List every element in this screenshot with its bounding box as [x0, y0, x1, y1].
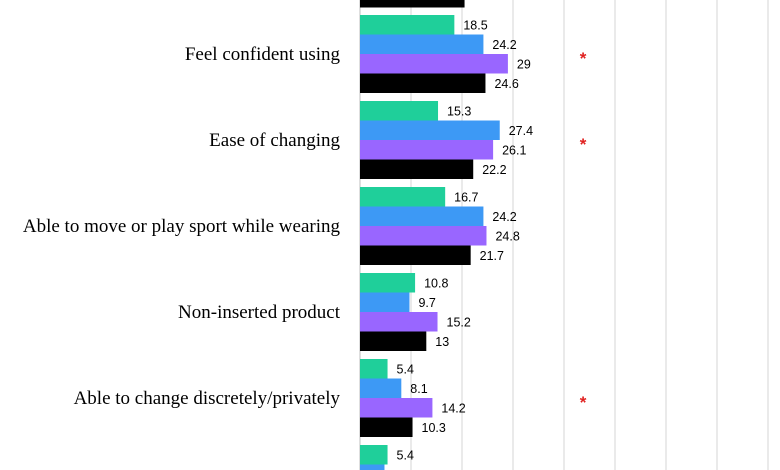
category-label: Able to move or play sport while wearing	[23, 216, 341, 237]
significance-marker: *	[580, 135, 587, 154]
data-label: 22.2	[482, 163, 506, 177]
bar	[360, 34, 484, 54]
bar	[360, 398, 433, 418]
bar	[360, 273, 416, 293]
data-label: 5.4	[397, 448, 414, 462]
data-label: 4.8	[393, 468, 410, 470]
data-label: 18.5	[463, 18, 487, 32]
bar	[360, 312, 438, 332]
data-label: 13	[435, 335, 449, 349]
data-label: 16.7	[454, 190, 478, 204]
data-label: 21.7	[480, 249, 504, 263]
data-label: 24.2	[492, 38, 516, 52]
bar	[360, 206, 484, 226]
bar	[360, 159, 474, 179]
bar	[360, 54, 508, 74]
data-label: 24.6	[494, 77, 518, 91]
data-label: 24.2	[492, 210, 516, 224]
data-label: 27.4	[509, 124, 533, 138]
bar	[360, 378, 402, 398]
bars-layer	[360, 0, 508, 470]
bar	[360, 226, 487, 246]
bar	[360, 15, 455, 35]
data-label: 10.3	[422, 421, 446, 435]
bar	[360, 73, 486, 93]
data-label: 14.2	[441, 401, 465, 415]
data-label: 26.1	[502, 143, 526, 157]
significance-marker: *	[580, 393, 587, 412]
bar	[360, 417, 413, 437]
bar	[360, 0, 465, 8]
data-label: 29	[517, 57, 531, 71]
data-label: 15.3	[447, 104, 471, 118]
data-label: 15.2	[447, 315, 471, 329]
bar	[360, 101, 439, 121]
data-label: 5.4	[397, 362, 414, 376]
data-label: 9.7	[418, 296, 435, 310]
category-label: Feel confident using	[185, 44, 341, 65]
bar	[360, 245, 471, 265]
category-label: Ease of changing	[209, 130, 340, 151]
data-label: 8.1	[410, 382, 427, 396]
bar	[360, 445, 388, 465]
bar	[360, 359, 388, 379]
bar	[360, 140, 494, 160]
bar	[360, 187, 446, 207]
data-label: 10.8	[424, 276, 448, 290]
category-label: Non-inserted product	[178, 302, 341, 323]
bar	[360, 464, 385, 470]
category-label: Able to change discretely/privately	[74, 388, 341, 409]
bar	[360, 292, 410, 312]
bar	[360, 331, 427, 351]
data-label: 24.8	[495, 229, 519, 243]
bar	[360, 120, 500, 140]
significance-marker: *	[580, 49, 587, 68]
